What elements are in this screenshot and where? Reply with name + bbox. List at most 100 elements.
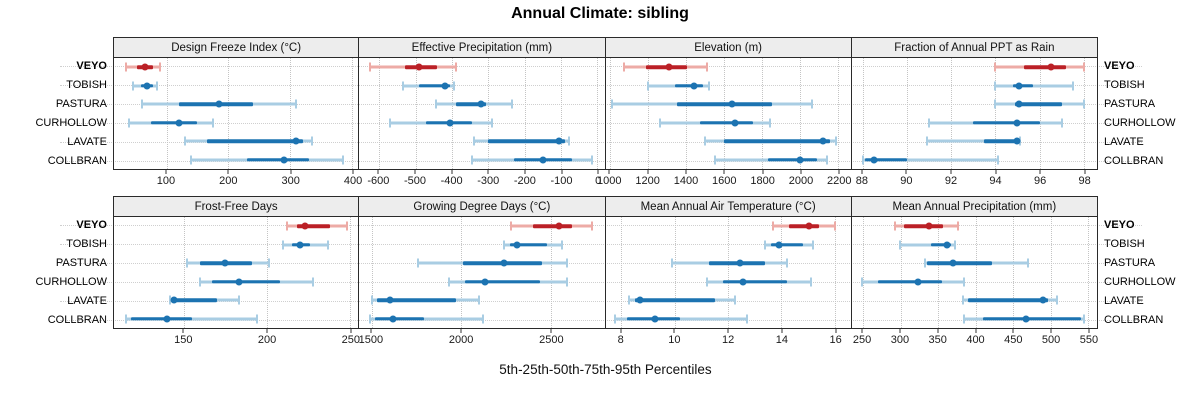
whisker-cap-veyo (957, 221, 960, 231)
whisker-cap-veyo (893, 221, 896, 231)
site-label-pastura: PASTURA (1104, 98, 1156, 111)
site-label-pastura: PASTURA (55, 98, 107, 111)
whisker-cap-veyo (1082, 62, 1085, 72)
median-dot-lavate (1013, 137, 1021, 145)
gridline-vertical (781, 217, 783, 328)
x-axis: 1000 1200 1400 1600 1800 2000 2200 (597, 170, 852, 190)
whisker-cap-pastura (994, 99, 997, 109)
whisker-cap-veyo (590, 221, 593, 231)
panel-title: Elevation (m) (694, 41, 762, 54)
range-5-95-tobish (899, 243, 955, 247)
axis-tick-label: 2500 (539, 334, 564, 346)
median-dot-curhollow (175, 119, 183, 127)
gridline-vertical (550, 217, 552, 328)
median-dot-lavate (170, 296, 178, 304)
gridline-horizontal (60, 104, 1142, 106)
median-dot-tobish (943, 241, 951, 249)
gridline-vertical (290, 58, 292, 169)
panel-band-bottom: VEYO TOBISH PASTURA CURHOLLOW LAVATE COL… (0, 196, 1200, 349)
panel-strip: Effective Precipitation (mm) (359, 38, 605, 58)
range-25-75-tobish (930, 243, 951, 247)
axis-tick (290, 170, 292, 174)
median-dot-veyo (925, 222, 933, 230)
range-25-75-lavate (488, 139, 566, 143)
gridline-horizontal (60, 122, 1142, 124)
whisker-cap-pastura (565, 258, 568, 268)
gridline-horizontal (60, 319, 1142, 321)
whisker-cap-tobish (282, 240, 285, 250)
median-dot-pastura (736, 259, 744, 267)
whisker-cap-lavate (184, 136, 187, 146)
whisker-cap-curhollow (963, 277, 966, 287)
x-axis: -600 -500 -400 -300 -200 -100 0 (358, 170, 605, 190)
site-label-curhollow: CURHOLLOW (35, 275, 107, 288)
whisker-cap-pastura (295, 99, 298, 109)
horizontal-gridlines (60, 196, 1142, 329)
axis-tick-label: 1400 (673, 175, 699, 187)
site-labels-left: VEYO TOBISH PASTURA CURHOLLOW LAVATE COL… (0, 37, 113, 190)
panel-title: Fraction of Annual PPT as Rain (894, 41, 1055, 54)
gridline-vertical (610, 58, 612, 169)
range-25-75-lavate (172, 298, 217, 302)
panel-growing-degree-days: Growing Degree Days (°C) 1500 2000 2500 (358, 196, 606, 349)
range-25-75-tobish (419, 84, 451, 88)
whisker-cap-veyo (994, 62, 997, 72)
whisker-cap-collbran (613, 314, 616, 324)
whisker-cap-lavate (370, 295, 373, 305)
gridline-vertical (415, 58, 417, 169)
range-25-75-lavate (377, 298, 456, 302)
whisker-cap-veyo (622, 62, 625, 72)
whisker-cap-curhollow (490, 118, 493, 128)
whisker-cap-curhollow (860, 277, 863, 287)
gridline-vertical (648, 58, 650, 169)
whisker-cap-lavate (925, 136, 928, 146)
site-labels-right: VEYO TOBISH PASTURA CURHOLLOW LAVATE COL… (1098, 196, 1200, 349)
site-labels-left: VEYO TOBISH PASTURA CURHOLLOW LAVATE COL… (0, 196, 113, 349)
horizontal-gridlines (60, 37, 1142, 170)
axis-tick-label: -200 (513, 175, 536, 187)
gridline-horizontal (60, 281, 1142, 283)
axis-tick-label: 500 (1041, 334, 1061, 346)
median-dot-lavate (636, 296, 644, 304)
whisker-cap-curhollow (1060, 118, 1063, 128)
gridline-vertical (524, 58, 526, 169)
site-label-tobish: TOBISH (1104, 79, 1145, 92)
whisker-cap-curhollow (211, 118, 214, 128)
gridline-horizontal (60, 244, 1142, 246)
x-axis: 100 200 300 400 (113, 170, 362, 190)
whisker-cap-curhollow (312, 277, 315, 287)
range-25-75-lavate (724, 139, 830, 143)
range-5-95-collbran (369, 317, 483, 321)
axis-tick (835, 329, 837, 333)
axis-tick-label: 2000 (788, 175, 814, 187)
whisker-cap-tobish (708, 81, 711, 91)
axis-tick-label: 10 (668, 334, 681, 346)
gridline-vertical (1050, 217, 1052, 328)
whisker-cap-curhollow (658, 118, 661, 128)
axis-tick-label: -100 (550, 175, 573, 187)
median-dot-curhollow (235, 278, 243, 286)
median-dot-tobish (143, 82, 151, 90)
median-dot-curhollow (1013, 119, 1021, 127)
site-label-veyo: VEYO (76, 60, 107, 73)
panel-elevation: Elevation (m) 1000 1200 1400 1600 1800 2000 22… (597, 37, 852, 190)
range-25-75-veyo (904, 224, 944, 228)
whisker-cap-lavate (704, 136, 707, 146)
gridline-vertical (228, 58, 230, 169)
whisker-cap-pastura (267, 258, 270, 268)
gridline-horizontal (60, 66, 1142, 68)
median-dot-lavate (292, 137, 300, 145)
gridline-vertical (183, 217, 185, 328)
site-label-collbran: COLLBRAN (47, 313, 107, 326)
gridline-vertical (995, 58, 997, 169)
gridline-vertical (862, 58, 864, 169)
range-25-75-lavate (984, 139, 1018, 143)
axis-tick-label: 90 (900, 175, 913, 187)
range-25-75-curhollow (699, 121, 753, 125)
panel-frost-free-days: Frost-Free Days 150 200 250 (113, 196, 360, 349)
panel-plot (606, 58, 851, 169)
median-dot-pastura (215, 100, 223, 108)
range-25-75-collbran (375, 317, 424, 321)
panel-strip: Fraction of Annual PPT as Rain (851, 38, 1097, 58)
axis-tick-label: 1500 (358, 334, 384, 346)
